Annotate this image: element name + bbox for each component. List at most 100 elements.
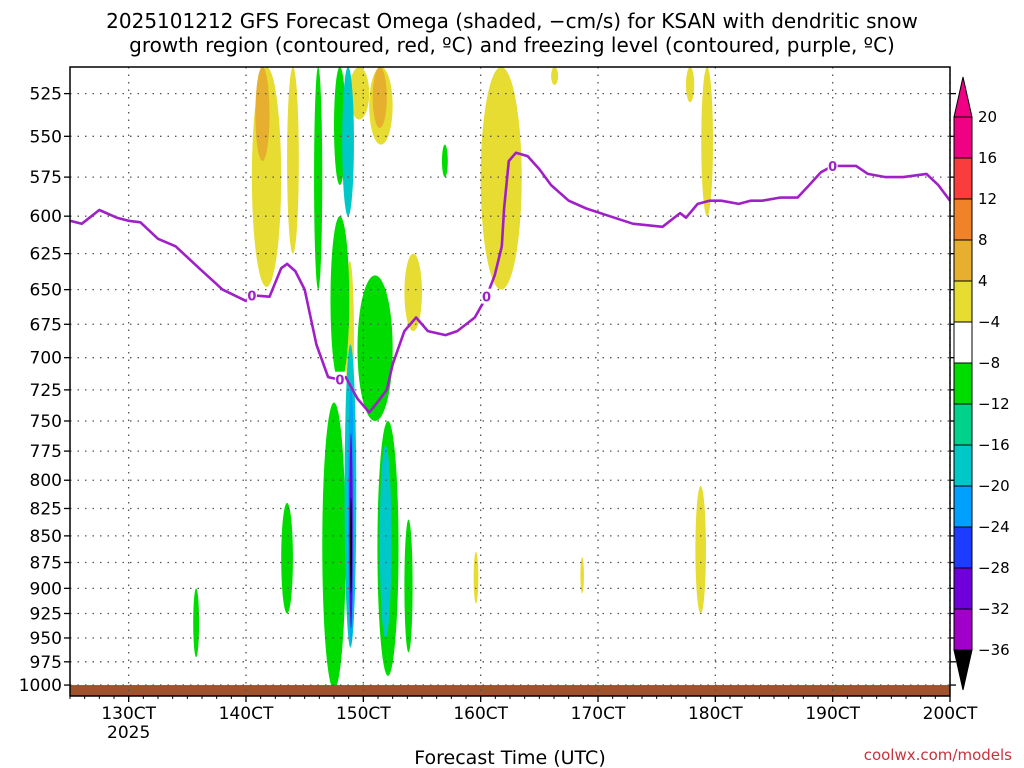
- y-tick-label: 550: [30, 127, 62, 147]
- contour-label-bg: [334, 371, 345, 387]
- omega-region: [281, 502, 293, 614]
- colorbar-label: −4: [978, 313, 1000, 331]
- x-tick-label: 180CT: [688, 704, 743, 724]
- omega-region: [314, 67, 323, 290]
- colorbar-label: −36: [978, 641, 1010, 659]
- y-tick-label: 700: [30, 349, 62, 369]
- colorbar-swatch: [953, 608, 973, 651]
- y-tick-label: 750: [30, 412, 62, 432]
- omega-region: [342, 67, 354, 217]
- colorbar-label: −20: [978, 477, 1010, 495]
- colorbar-swatch: [953, 239, 973, 282]
- omega-region: [404, 519, 413, 653]
- colorbar-swatch: [953, 116, 973, 159]
- colorbar-swatch: [953, 321, 973, 364]
- omega-region: [480, 67, 522, 290]
- y-tick-label: 625: [30, 245, 62, 265]
- colorbar-swatch: [953, 157, 973, 200]
- y-tick-label: 675: [30, 315, 62, 335]
- colorbar-label: −28: [978, 559, 1010, 577]
- freezing-level-label: 0: [247, 289, 256, 304]
- omega-region: [357, 275, 393, 421]
- y-tick-label: 925: [30, 604, 62, 624]
- y-tick-label: 850: [30, 527, 62, 547]
- colorbar-label: 12: [978, 190, 997, 208]
- contour-label-bg: [827, 157, 838, 173]
- y-tick-label: 525: [30, 85, 62, 105]
- y-tick-label: 825: [30, 499, 62, 519]
- colorbar-swatch: [953, 403, 973, 446]
- title-line-2: growth region (contoured, red, ºC) and f…: [129, 33, 895, 57]
- y-tick-label: 950: [30, 629, 62, 649]
- y-tick-label: 875: [30, 553, 62, 573]
- omega-shading: [193, 67, 713, 690]
- omega-region: [580, 557, 584, 594]
- x-tick-label: 140CT: [219, 704, 274, 724]
- title-line-1: 2025101212 GFS Forecast Omega (shaded, −…: [106, 9, 918, 33]
- y-tick-label: 600: [30, 207, 62, 227]
- omega-region: [695, 485, 706, 614]
- terrain: [70, 685, 950, 696]
- axes: 525 550 575 600 625 650 675 700 725 750 775 800 825 8…: [19, 66, 978, 743]
- omega-region: [686, 67, 695, 103]
- colorbar: 20 16 12 8 4 −4 −8 −12 −16 −20 −24 −28 −32 −36: [953, 76, 1010, 691]
- colorbar-label: 16: [978, 149, 997, 167]
- omega-region: [441, 144, 448, 178]
- omega-region: [193, 588, 200, 658]
- y-tick-label: 775: [30, 442, 62, 462]
- colorbar-over-arrow: [953, 76, 973, 118]
- colorbar-swatch: [953, 280, 973, 323]
- omega-region: [701, 67, 713, 217]
- colorbar-label: −12: [978, 395, 1010, 413]
- omega-region: [379, 445, 392, 638]
- colorbar-swatch: [953, 526, 973, 569]
- y-tick-label: 725: [30, 381, 62, 401]
- colorbar-label: 8: [978, 231, 988, 249]
- credit-text: coolwx.com/models: [864, 746, 1012, 764]
- y-tick-label: 1000: [19, 676, 62, 696]
- colorbar-label: −32: [978, 600, 1010, 618]
- omega-region: [330, 216, 350, 384]
- omega-region: [287, 67, 299, 254]
- omega-region: [255, 67, 270, 162]
- colorbar-swatch: [953, 198, 973, 241]
- omega-region: [322, 402, 346, 690]
- omega-region: [551, 67, 559, 85]
- x-tick-label: 150CT: [336, 704, 391, 724]
- freezing-level-label: 0: [335, 374, 344, 389]
- omega-region: [349, 67, 370, 120]
- colorbar-label: 20: [978, 108, 997, 126]
- colorbar-label: 4: [978, 272, 988, 290]
- colorbar-label: −24: [978, 518, 1010, 536]
- terrain-fill: [70, 685, 950, 696]
- chart-title: 2025101212 GFS Forecast Omega (shaded, −…: [106, 9, 918, 57]
- omega-region: [372, 67, 387, 128]
- y-tick-label: 975: [30, 653, 62, 673]
- contour-label-bg: [481, 288, 492, 304]
- x-tick-sublabel: 2025: [107, 723, 150, 743]
- colorbar-swatch: [953, 485, 973, 528]
- y-tick-label: 900: [30, 579, 62, 599]
- colorbar-label: −8: [978, 354, 1000, 372]
- freezing-level-label: 0: [482, 291, 491, 306]
- y-tick-label: 575: [30, 168, 62, 188]
- x-tick-label: 160CT: [453, 704, 508, 724]
- colorbar-under-arrow: [953, 649, 973, 691]
- colorbar-swatch: [953, 362, 973, 405]
- plot-area: 0 0 0 0: [69, 67, 952, 696]
- y-tick-label: 800: [30, 471, 62, 491]
- omega-region: [350, 497, 353, 594]
- colorbar-swatch: [953, 567, 973, 610]
- colorbar-label: −16: [978, 436, 1010, 454]
- x-tick-label: 170CT: [571, 704, 626, 724]
- x-axis-label: Forecast Time (UTC): [414, 747, 605, 768]
- omega-region: [473, 551, 479, 604]
- x-tick-label: 200CT: [923, 704, 978, 724]
- x-tick-label: 130CT: [101, 704, 156, 724]
- y-tick-label: 650: [30, 281, 62, 301]
- freezing-level-label: 0: [828, 160, 837, 175]
- x-tick-label: 190CT: [805, 704, 860, 724]
- omega-region: [404, 253, 423, 332]
- colorbar-swatch: [953, 444, 973, 487]
